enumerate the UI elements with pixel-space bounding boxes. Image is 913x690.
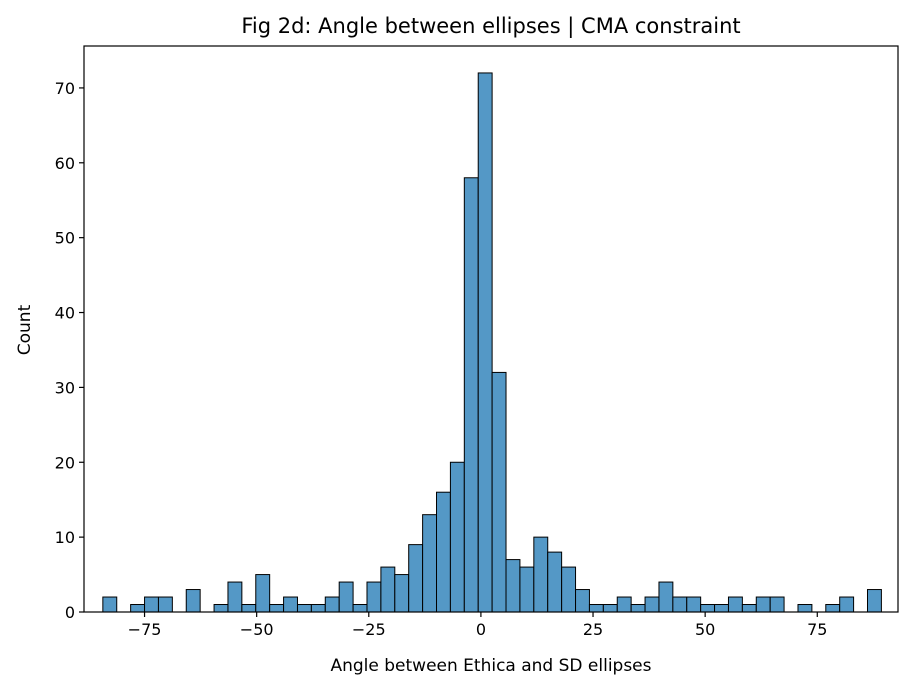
y-axis-label: Count: [15, 304, 35, 355]
y-tick-label: 40: [55, 304, 75, 323]
y-tick-label: 0: [65, 603, 75, 622]
histogram-bar: [436, 491, 451, 613]
histogram-bar: [616, 596, 632, 613]
histogram-bar: [296, 604, 312, 613]
y-tick-label: 20: [55, 453, 75, 472]
x-tick-label: 0: [476, 620, 486, 639]
histogram-bar: [561, 566, 577, 613]
y-tick-label: 10: [55, 528, 75, 547]
y-tick-label: 30: [55, 378, 75, 397]
y-tick-label: 70: [55, 79, 75, 98]
histogram-bar: [491, 371, 507, 613]
histogram-bar: [338, 581, 354, 613]
histogram-bar: [394, 574, 410, 613]
histogram-bar: [380, 566, 396, 613]
histogram-bar: [700, 604, 716, 613]
x-tick-label: −75: [128, 620, 162, 639]
histogram-bar: [422, 514, 438, 613]
histogram-bar: [310, 604, 326, 613]
histogram-bar: [602, 604, 618, 613]
x-tick-label: 50: [695, 620, 715, 639]
x-tick-label: 25: [583, 620, 603, 639]
chart-title: Fig 2d: Angle between ellipses | CMA con…: [241, 14, 740, 39]
histogram-bar: [213, 604, 229, 613]
histogram-bar: [157, 596, 173, 613]
histogram-bar: [227, 581, 243, 613]
histogram-bar: [408, 544, 424, 613]
histogram-bar: [769, 596, 785, 613]
histogram-bar: [686, 596, 702, 613]
histogram-bar: [352, 604, 368, 613]
histogram-bar: [644, 596, 660, 613]
y-tick-label: 60: [55, 154, 75, 173]
y-tick-label: 50: [55, 229, 75, 248]
histogram-bar: [505, 559, 521, 613]
histogram-bar: [839, 596, 855, 613]
plot-frame: [83, 45, 899, 613]
histogram-bar: [658, 581, 674, 613]
histogram-bar: [867, 589, 882, 613]
histogram-bar: [672, 596, 688, 613]
histogram-bar: [477, 72, 493, 613]
x-tick-label: 75: [807, 620, 827, 639]
histogram-bar: [269, 604, 285, 613]
x-axis-ticks: −75 −50 −25 0 25 50 75: [128, 612, 827, 639]
histogram-bar: [741, 604, 757, 613]
histogram-bar: [630, 604, 646, 613]
histogram-bar: [283, 596, 298, 613]
histogram-bar: [241, 604, 257, 613]
x-tick-label: −25: [352, 620, 386, 639]
histogram-bar: [755, 596, 771, 613]
histogram-bar: [185, 589, 201, 613]
histogram-bar: [825, 604, 841, 613]
histogram-bar: [588, 604, 604, 613]
histogram-bar: [714, 604, 729, 613]
histogram-bar: [144, 596, 159, 613]
x-tick-label: −50: [240, 620, 274, 639]
histogram-bar: [366, 581, 382, 613]
histogram-bar: [727, 596, 743, 613]
histogram-bar: [463, 177, 479, 613]
histogram-bar: [449, 461, 465, 613]
histogram-bar: [324, 596, 340, 613]
y-axis-ticks: 0 10 20 30 40 50 60 70: [55, 79, 84, 622]
histogram-bar: [519, 566, 535, 613]
x-axis-label: Angle between Ethica and SD ellipses: [330, 656, 651, 676]
histogram-bar: [102, 596, 118, 613]
histogram-bar: [547, 551, 563, 613]
histogram-bar: [130, 604, 146, 613]
histogram-bar: [255, 574, 271, 613]
histogram-bar: [797, 604, 813, 613]
histogram-bar: [575, 589, 590, 613]
histogram-bar: [533, 536, 549, 613]
bars-group: [102, 72, 882, 613]
